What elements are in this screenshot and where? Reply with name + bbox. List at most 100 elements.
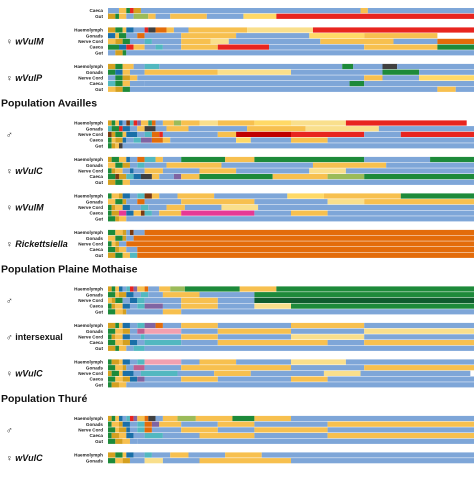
bar-segment bbox=[137, 126, 145, 132]
bar-segment bbox=[122, 370, 134, 376]
bar-segment bbox=[155, 415, 163, 422]
bar-segment bbox=[137, 286, 145, 292]
bar-segment bbox=[250, 370, 324, 376]
bar-segment bbox=[144, 297, 182, 303]
bar-segment bbox=[144, 229, 474, 236]
tissue-label: Gut bbox=[95, 439, 103, 444]
bar-segment bbox=[159, 210, 182, 216]
tissue-label: Nerve Cord bbox=[78, 39, 103, 44]
bar-segment bbox=[111, 370, 119, 376]
bar-segment bbox=[126, 235, 134, 241]
population-title: Population Availles bbox=[1, 97, 97, 109]
bar-segment bbox=[144, 33, 182, 39]
bar-segment bbox=[419, 75, 474, 81]
bar-segment bbox=[181, 199, 255, 205]
bar-segment bbox=[181, 359, 200, 365]
bar-segment bbox=[162, 137, 171, 143]
bar-segment bbox=[108, 210, 112, 216]
bar-segment bbox=[419, 69, 474, 75]
bar-segment bbox=[133, 8, 141, 14]
bar-segment bbox=[111, 382, 119, 388]
bar-segment bbox=[118, 216, 127, 222]
tissue-label: Gonads bbox=[86, 365, 104, 370]
bar-segment bbox=[115, 340, 123, 346]
bar-segment bbox=[126, 292, 134, 298]
bar-segment bbox=[122, 38, 130, 44]
tissue-label: Gut bbox=[95, 346, 103, 351]
bar-segment bbox=[137, 415, 145, 422]
bar-segment bbox=[181, 297, 218, 303]
bar-segment bbox=[126, 44, 134, 50]
bar-segment bbox=[126, 345, 134, 351]
bar-segment bbox=[126, 247, 138, 253]
bar-segment bbox=[327, 199, 365, 205]
bar-segment bbox=[144, 44, 156, 50]
bar-segment bbox=[108, 340, 116, 346]
bar-segment bbox=[137, 297, 145, 303]
bar-segment bbox=[291, 328, 365, 334]
bar-segment bbox=[115, 204, 123, 210]
bar-segment bbox=[312, 27, 474, 33]
bar-segment bbox=[115, 229, 123, 236]
tissue-label: Gonads bbox=[86, 329, 104, 334]
tissue-label: Gut bbox=[95, 14, 103, 19]
bar-segment bbox=[148, 204, 167, 210]
bar-segment bbox=[115, 63, 123, 70]
tissue-label: Gut bbox=[95, 253, 103, 258]
group-name: wVulC bbox=[15, 166, 43, 176]
bar-segment bbox=[126, 216, 474, 222]
tissue-label: Gut bbox=[95, 143, 103, 148]
bar-segment bbox=[327, 421, 474, 427]
bar-segment bbox=[126, 365, 134, 371]
bar-segment bbox=[126, 33, 138, 39]
bar-segment bbox=[181, 33, 237, 39]
bar-segment bbox=[177, 370, 215, 376]
bar-segment bbox=[291, 131, 365, 137]
bar-segment bbox=[243, 13, 277, 19]
bar-segment bbox=[364, 328, 474, 334]
bar-segment bbox=[144, 365, 182, 371]
bar-segment bbox=[291, 365, 365, 371]
bar-segment bbox=[140, 8, 361, 14]
bar-segment bbox=[137, 120, 141, 126]
bar-segment bbox=[129, 126, 138, 132]
bar-segment bbox=[287, 193, 324, 199]
bar-segment bbox=[144, 162, 167, 168]
tissue-label: Haemolymph bbox=[74, 121, 103, 126]
bar-segment bbox=[217, 340, 328, 346]
bar-segment bbox=[155, 120, 163, 126]
bar-segment bbox=[122, 193, 130, 199]
bar-segment bbox=[126, 382, 474, 388]
bar-segment bbox=[111, 415, 116, 422]
bar-segment bbox=[327, 427, 474, 433]
bar-segment bbox=[291, 359, 346, 365]
bar-segment bbox=[118, 241, 127, 247]
bar-segment bbox=[312, 162, 387, 168]
bar-segment bbox=[254, 156, 365, 163]
bar-segment bbox=[345, 359, 474, 365]
bar-segment bbox=[291, 137, 328, 143]
bar-segment bbox=[437, 38, 474, 44]
bar-segment bbox=[291, 376, 328, 382]
bar-segment bbox=[258, 204, 474, 210]
bar-segment bbox=[199, 433, 255, 439]
bar-segment bbox=[108, 370, 112, 376]
bar-segment bbox=[115, 286, 119, 292]
bar-segment bbox=[137, 247, 474, 253]
bar-segment bbox=[327, 376, 474, 382]
bar-segment bbox=[118, 427, 127, 433]
bar-segment bbox=[118, 382, 127, 388]
bar-segment bbox=[155, 156, 163, 163]
bar-segment bbox=[291, 458, 474, 464]
bar-segment bbox=[122, 334, 130, 340]
bar-segment bbox=[155, 126, 167, 132]
bar-segment bbox=[181, 303, 218, 309]
bar-segment bbox=[122, 120, 127, 126]
bar-segment bbox=[360, 370, 471, 376]
bar-segment bbox=[108, 303, 112, 309]
bar-segment bbox=[254, 415, 291, 422]
bar-segment bbox=[108, 86, 116, 92]
tissue-label: Gut bbox=[95, 180, 103, 185]
bar-segment bbox=[133, 210, 141, 216]
bar-segment bbox=[122, 75, 130, 81]
